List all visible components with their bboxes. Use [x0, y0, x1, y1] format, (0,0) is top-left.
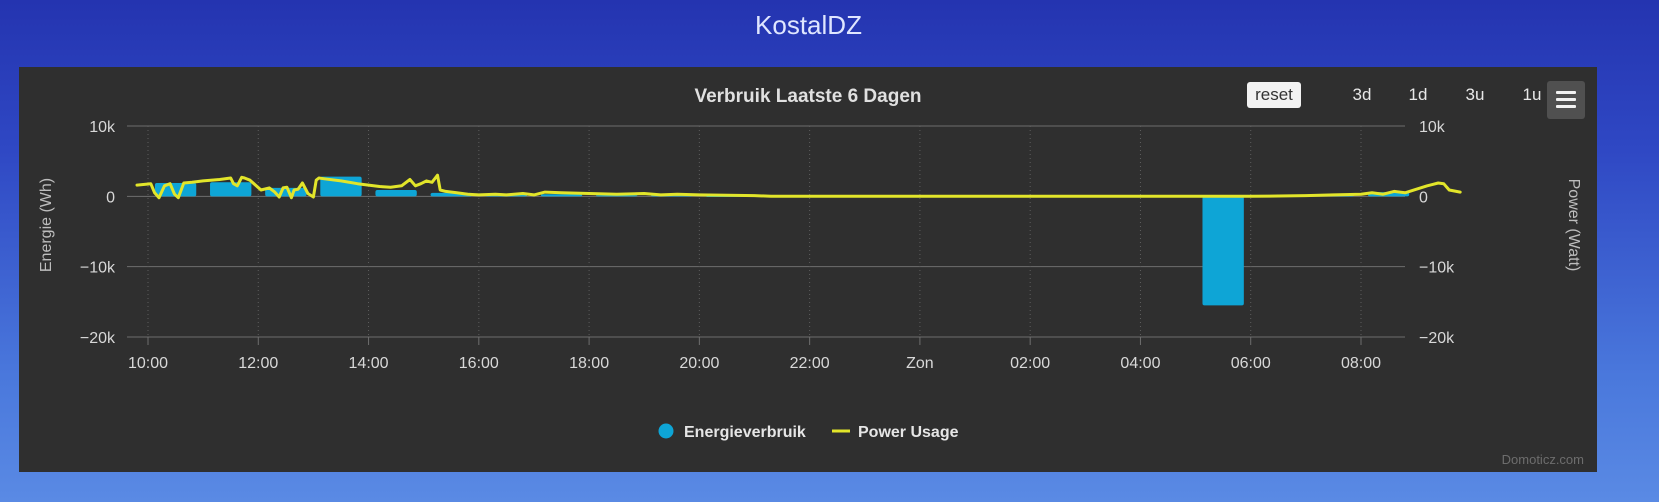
- chart-panel: reset 3d 1d 3u 1u Verbruik Laatste 6 Dag…: [19, 67, 1597, 472]
- x-tick-label: Zon: [906, 355, 934, 372]
- bar-energieverbruik: [1202, 196, 1244, 306]
- x-tick-label: 08:00: [1341, 355, 1381, 372]
- bar-energieverbruik: [595, 195, 638, 197]
- x-tick-label: 20:00: [679, 355, 719, 372]
- legend: Energieverbruik Power Usage: [658, 423, 959, 441]
- reset-zoom-button[interactable]: reset: [1247, 82, 1301, 108]
- x-tick-label: 10:00: [128, 355, 168, 372]
- y-tick-label-right: −20k: [1419, 330, 1455, 347]
- y-tick-label-left: 0: [106, 189, 115, 206]
- bar-energieverbruik: [540, 194, 583, 197]
- y-axis-title-left: Energie (Wh): [38, 178, 55, 272]
- legend-item-energieverbruik[interactable]: Energieverbruik: [684, 424, 806, 441]
- x-tick-label: 12:00: [238, 355, 278, 372]
- bar-energieverbruik: [210, 182, 252, 197]
- range-3d-button[interactable]: 3d: [1352, 85, 1372, 104]
- y-tick-label-right: 0: [1419, 189, 1428, 206]
- y-tick-label-left: −20k: [80, 330, 116, 347]
- range-1u-button[interactable]: 1u: [1522, 85, 1542, 104]
- range-3u-button[interactable]: 3u: [1465, 85, 1485, 104]
- x-tick-label: 14:00: [349, 355, 389, 372]
- y-tick-label-right: 10k: [1419, 119, 1446, 136]
- bar-energieverbruik: [375, 190, 417, 197]
- y-tick-label-left: −10k: [80, 260, 116, 277]
- y-tick-label-left: 10k: [89, 119, 116, 136]
- chart-title: Verbruik Laatste 6 Dagen: [694, 86, 921, 107]
- line-power-usage: [135, 173, 1462, 200]
- y-axis-title-right: Power (Watt): [1565, 179, 1582, 272]
- x-tick-label: 18:00: [569, 355, 609, 372]
- chart-svg: Verbruik Laatste 6 Dagen 10k 10k 0 0 −10k −10…: [38, 86, 1584, 467]
- page-title: KostalDZ: [755, 10, 862, 40]
- y-tick-label-right: −10k: [1419, 260, 1455, 277]
- legend-marker-energieverbruik: [658, 423, 674, 439]
- x-tick-label: 16:00: [459, 355, 499, 372]
- x-tick-label: 02:00: [1010, 355, 1050, 372]
- range-1d-button[interactable]: 1d: [1408, 85, 1428, 104]
- hamburger-menu-icon[interactable]: [1547, 81, 1585, 119]
- legend-item-power-usage[interactable]: Power Usage: [858, 424, 959, 441]
- credits-link[interactable]: Domoticz.com: [1502, 452, 1584, 467]
- x-tick-label: 04:00: [1120, 355, 1160, 372]
- x-tick-label: 06:00: [1231, 355, 1271, 372]
- x-tick-label: 22:00: [790, 355, 830, 372]
